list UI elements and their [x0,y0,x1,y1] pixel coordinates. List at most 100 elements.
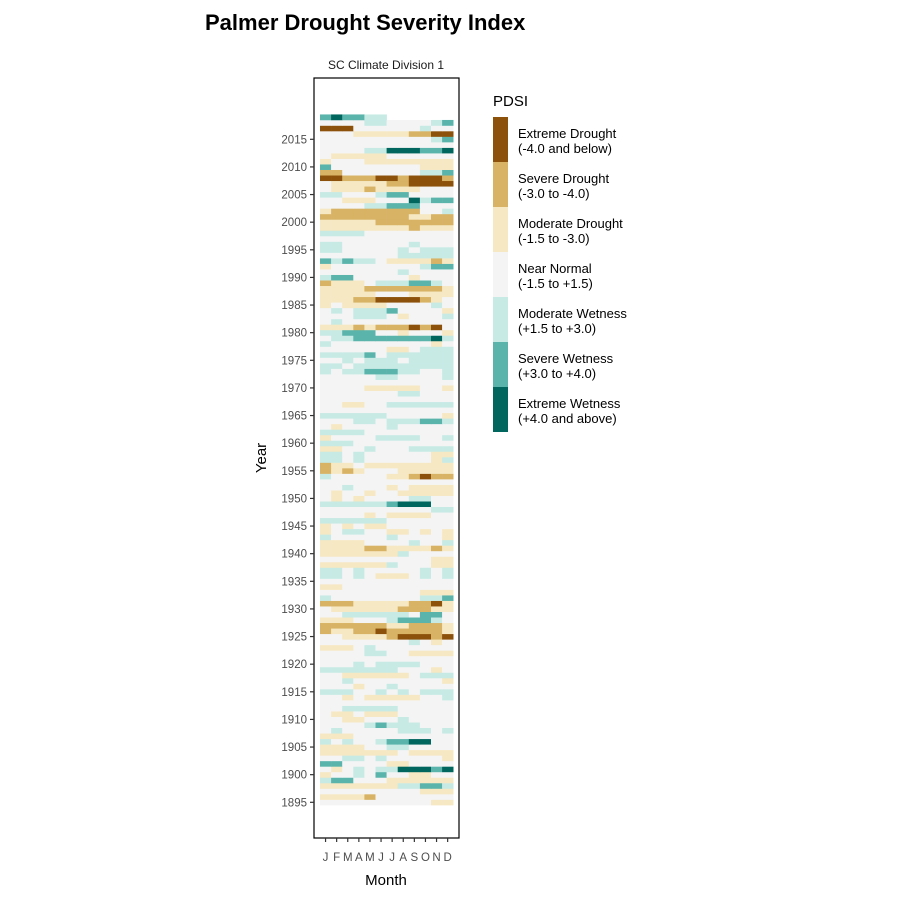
heatmap-cell-2005-7 [386,191,398,198]
heatmap-cell-1933-2 [331,589,343,596]
heatmap-cell-1903-1 [320,755,332,762]
heatmap-cell-1959-12 [442,445,454,452]
heatmap-cell-1947-6 [375,512,387,519]
heatmap-cell-1983-1 [320,313,332,320]
heatmap-cell-1983-9 [408,313,421,320]
heatmap-cell-1938-11 [431,561,443,568]
heatmap-cell-1909-4 [353,722,365,729]
legend-swatch [493,117,508,162]
heatmap-cell-2008-12 [442,175,454,182]
heatmap-cell-1896-9 [408,794,421,800]
heatmap-cell-1943-7 [386,534,398,541]
y-tick-label: 1895 [281,797,307,809]
heatmap-cell-1956-3 [342,462,354,469]
heatmap-cell-1901-6 [375,766,387,773]
heatmap-cell-1930-10 [419,606,432,612]
heatmap-cell-2003-6 [375,202,387,209]
heatmap-cell-1941-6 [375,545,387,552]
heatmap-cell-1991-7 [386,269,398,275]
heatmap-cell-1938-6 [375,561,387,568]
heatmap-cell-1980-2 [331,329,343,336]
heatmap-cell-1973-11 [431,368,443,375]
heatmap-cell-1956-11 [431,462,443,469]
heatmap-cell-1963-4 [353,423,365,430]
heatmap-cell-1902-10 [419,760,432,767]
heatmap-cell-2010-12 [442,164,454,170]
heatmap-cell-1988-4 [353,285,365,292]
heatmap-cell-2013-3 [342,147,354,154]
heatmap-cell-1898-10 [419,782,432,789]
heatmap-cell-1963-6 [375,423,387,430]
heatmap-cell-2017-12 [442,125,454,132]
heatmap-cell-1977-1 [320,346,332,353]
heatmap-cell-1981-5 [364,324,376,331]
heatmap-cell-1982-10 [419,318,432,325]
heatmap-cell-1940-6 [375,550,387,557]
heatmap-cell-1908-1 [320,727,332,734]
heatmap-cell-1944-9 [408,528,421,535]
heatmap-cell-2003-5 [364,202,376,209]
heatmap-cell-1983-7 [386,313,398,320]
x-tick-label: A [355,852,363,864]
heatmap-cell-1913-2 [331,700,343,706]
heatmap-cell-1915-4 [353,689,365,695]
heatmap-cell-1949-2 [331,501,343,508]
heatmap-cell-1910-11 [431,716,443,723]
heatmap-cell-1988-5 [364,285,376,292]
heatmap-cell-1934-10 [419,584,432,590]
heatmap-cell-1902-6 [375,760,387,767]
heatmap-cell-1970-12 [442,385,454,391]
heatmap-cell-1951-6 [375,490,387,496]
heatmap-cell-1904-2 [331,749,343,756]
heatmap-cell-1903-3 [342,755,354,762]
heatmap-cell-1906-6 [375,738,387,745]
heatmap-cell-2015-7 [386,136,398,143]
heatmap-cell-2006-3 [342,186,354,193]
heatmap-cell-1988-11 [431,285,443,292]
heatmap-cell-1952-10 [419,484,432,491]
heatmap-cell-1953-6 [375,479,387,485]
x-tick-label: S [411,852,419,864]
heatmap-cell-1962-12 [442,429,454,436]
heatmap-cell-1986-6 [375,296,387,303]
heatmap-cell-1940-2 [331,550,343,557]
heatmap-cell-1998-12 [442,230,454,237]
heatmap-cell-2009-1 [320,169,332,176]
heatmap-cell-1962-11 [431,429,443,436]
heatmap-cell-2005-3 [342,191,354,198]
heatmap-cell-1902-3 [342,760,354,767]
heatmap-cell-1995-9 [408,247,421,253]
heatmap-cell-1969-4 [353,390,365,397]
heatmap-cell-2002-8 [397,208,410,215]
heatmap-cell-1963-7 [386,423,398,430]
heatmap-cell-1920-4 [353,661,365,668]
heatmap-cell-2015-8 [397,136,410,143]
heatmap-cell-1951-4 [353,490,365,496]
heatmap-cell-1948-6 [375,506,387,513]
heatmap-cell-2012-9 [408,153,421,159]
heatmap-cell-1917-11 [431,677,443,684]
heatmap-cell-1912-9 [408,705,421,712]
heatmap-cell-1933-12 [442,589,454,596]
heatmap-cell-1913-11 [431,700,443,706]
heatmap-cell-2005-5 [364,191,376,198]
heatmap-cell-1940-7 [386,550,398,557]
heatmap-cell-2010-7 [386,164,398,170]
heatmap-cell-1931-2 [331,600,343,607]
heatmap-cell-1979-7 [386,335,398,342]
heatmap-cell-1924-11 [431,639,443,646]
heatmap-cell-1926-11 [431,628,443,635]
heatmap-cell-1991-5 [364,269,376,275]
heatmap-cell-1944-7 [386,528,398,535]
heatmap-cell-2000-5 [364,219,376,226]
heatmap-cell-1900-1 [320,771,332,778]
heatmap-cell-2016-3 [342,131,354,137]
heatmap-cell-1900-9 [408,771,421,778]
heatmap-cell-1933-5 [364,589,376,596]
heatmap-cell-1951-10 [419,490,432,496]
legend: Extreme Drought(-4.0 and below)Severe Dr… [493,117,627,432]
heatmap-cell-1959-11 [431,445,443,452]
heatmap-cell-1993-9 [408,258,421,264]
heatmap-cell-1904-10 [419,749,432,756]
x-axis-title: Month [365,872,407,889]
